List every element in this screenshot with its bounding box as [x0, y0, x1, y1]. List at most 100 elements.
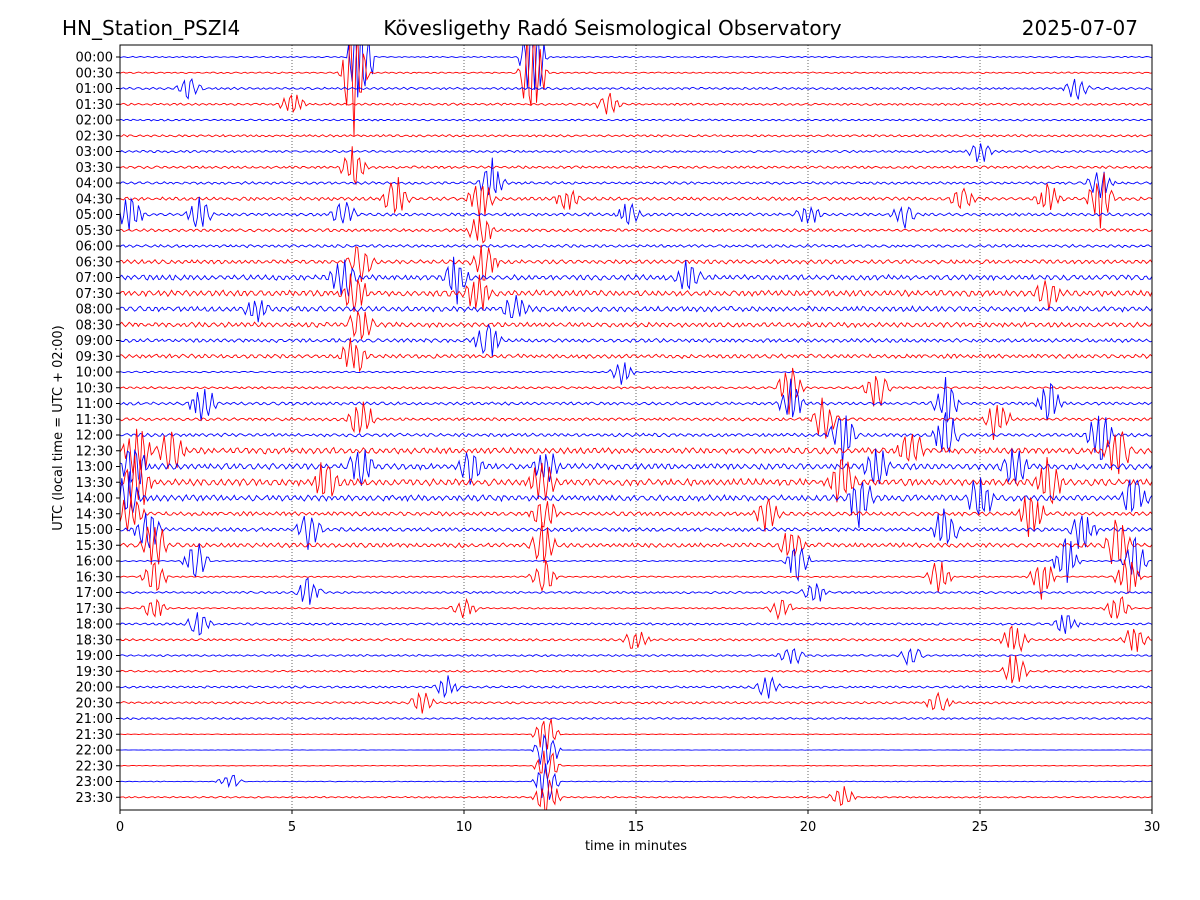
y-tick-label: 07:30: [76, 287, 113, 302]
trace-0330: [120, 146, 1152, 186]
trace-0530: [120, 216, 1152, 244]
y-tick-label: 18:00: [76, 618, 113, 633]
x-tick-label: 30: [1144, 820, 1161, 835]
x-tick-label: 0: [116, 820, 124, 835]
y-tick-label: 16:30: [76, 570, 113, 585]
trace-1630: [120, 559, 1152, 600]
y-tick-label: 04:30: [76, 192, 113, 207]
y-tick-label: 07:00: [76, 271, 113, 286]
trace-2030: [120, 691, 1152, 714]
y-tick-label: 13:30: [76, 476, 113, 491]
y-tick-label: 20:00: [76, 681, 113, 696]
x-axis: 0 5 10 15 20 25 30: [116, 810, 1160, 835]
y-tick-label: 08:30: [76, 318, 113, 333]
y-tick-label: 10:00: [76, 366, 113, 381]
trace-2130: [120, 718, 1152, 750]
trace-0930: [120, 337, 1152, 373]
trace-0100: [120, 78, 1152, 100]
trace-1700: [120, 577, 1152, 605]
y-tick-label: 15:00: [76, 523, 113, 538]
station-name: HN_Station_PSZI4: [62, 16, 241, 40]
trace-2100: [120, 716, 1152, 721]
y-axis-label: UTC (local time = UTC + 02:00): [51, 325, 66, 530]
trace-1300: [120, 448, 1152, 486]
trace-1200: [120, 412, 1152, 466]
seismogram-traces: [120, 45, 1152, 810]
y-tick-label: 00:00: [76, 51, 113, 66]
y-tick-label: 23:30: [76, 791, 113, 806]
y-tick-label: 19:30: [76, 665, 113, 680]
observatory-title: Kövesligethy Radó Seismological Observat…: [383, 16, 842, 40]
y-tick-label: 11:30: [76, 413, 113, 428]
x-tick-label: 5: [288, 820, 296, 835]
y-tick-label: 01:30: [76, 98, 113, 113]
y-tick-label: 02:00: [76, 114, 113, 129]
trace-1130: [120, 397, 1152, 440]
y-tick-label: 02:30: [76, 129, 113, 144]
trace-1830: [120, 625, 1152, 653]
trace-2330: [120, 779, 1152, 810]
y-tick-label: 23:00: [76, 775, 113, 790]
trace-0830: [120, 311, 1152, 340]
trace-1400: [120, 471, 1152, 528]
y-tick-label: 00:30: [76, 66, 113, 81]
trace-1000: [120, 362, 1152, 385]
trace-1900: [120, 648, 1152, 667]
trace-1730: [120, 596, 1152, 621]
x-axis-label: time in minutes: [585, 839, 687, 854]
trace-1930: [120, 655, 1152, 684]
trace-0700: [120, 256, 1152, 305]
trace-0500: [120, 196, 1152, 231]
trace-0200: [120, 118, 1152, 122]
y-tick-label: 14:00: [76, 492, 113, 507]
x-tick-label: 25: [972, 820, 989, 835]
y-tick-label: 09:00: [76, 334, 113, 349]
trace-1530: [120, 519, 1152, 565]
trace-1030: [120, 367, 1152, 415]
trace-2000: [120, 675, 1152, 699]
y-tick-label: 21:30: [76, 728, 113, 743]
y-tick-label: 06:00: [76, 240, 113, 255]
y-tick-label: 11:00: [76, 397, 113, 412]
y-tick-label: 08:00: [76, 303, 113, 318]
trace-2200: [120, 733, 1152, 766]
y-tick-label: 17:30: [76, 602, 113, 617]
trace-1500: [120, 508, 1152, 550]
y-tick-label: 06:30: [76, 255, 113, 270]
trace-1800: [120, 612, 1152, 636]
y-tick-label: 14:30: [76, 507, 113, 522]
trace-1100: [120, 376, 1152, 423]
x-tick-label: 10: [456, 820, 473, 835]
y-tick-label: 12:30: [76, 444, 113, 459]
trace-0630: [120, 244, 1152, 282]
trace-0400: [120, 157, 1152, 198]
trace-0600: [120, 243, 1152, 249]
trace-0300: [120, 143, 1152, 163]
trace-1230: [120, 428, 1152, 475]
x-tick-label: 20: [800, 820, 817, 835]
y-tick-label: 13:00: [76, 460, 113, 475]
y-tick-label: 20:30: [76, 696, 113, 711]
y-tick-label: 18:30: [76, 633, 113, 648]
y-tick-label: 19:00: [76, 649, 113, 664]
vertical-grid: [291, 45, 981, 810]
y-tick-label: 05:30: [76, 224, 113, 239]
y-tick-label: 03:00: [76, 145, 113, 160]
plot-date: 2025-07-07: [1021, 16, 1138, 40]
trace-0800: [120, 295, 1152, 323]
y-tick-label: 09:30: [76, 350, 113, 365]
y-tick-label: 16:00: [76, 555, 113, 570]
trace-1330: [120, 455, 1152, 505]
y-tick-label: 05:00: [76, 208, 113, 223]
trace-0000: [120, 45, 1152, 98]
trace-2300: [120, 763, 1152, 800]
trace-2230: [120, 750, 1152, 780]
y-tick-label: 01:00: [76, 82, 113, 97]
trace-0130: [120, 92, 1152, 115]
x-tick-label: 15: [628, 820, 645, 835]
trace-0900: [120, 323, 1152, 357]
trace-0030: [120, 45, 1152, 137]
y-tick-label: 22:00: [76, 744, 113, 759]
trace-1600: [120, 536, 1152, 583]
